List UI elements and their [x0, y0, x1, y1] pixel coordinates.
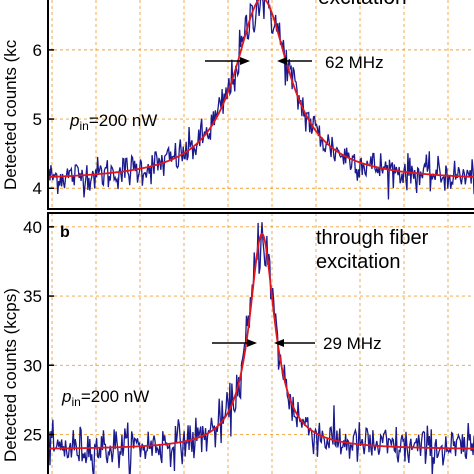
panel-b-linewidth-arrows — [212, 339, 315, 347]
panel-a-linewidth-label: 62 MHz — [325, 53, 384, 72]
panel-b-fit-curve — [48, 232, 474, 450]
panel-b-power-value: =200 nW — [81, 387, 150, 406]
panel-b-y-ticks: 25 30 35 40 — [23, 218, 54, 444]
panel-b-ytick-label-3: 40 — [23, 218, 42, 237]
panel-a-ytick-label-2: 6 — [33, 41, 42, 60]
panel-a-ylabel: Detected counts (kc — [1, 39, 20, 190]
panel-a-frame — [47, 0, 474, 210]
panel-b-plot-area — [48, 222, 474, 474]
panel-a-linewidth-arrows — [205, 57, 312, 65]
panel-b-ytick-label-2: 35 — [23, 287, 42, 306]
panel-b: 25 30 35 40 b through fiber excitation 29 M… — [1, 212, 474, 474]
panel-a-measured-trace — [48, 0, 474, 200]
panel-b-title-line1: through fiber — [316, 227, 429, 249]
panel-a-power-symbol: p — [69, 111, 79, 130]
panel-b-title-line2: excitation — [316, 251, 401, 273]
panel-a-power-value: =200 nW — [89, 111, 158, 130]
panel-b-grid — [48, 213, 474, 474]
panel-a-y-ticks: 4 5 6 — [33, 41, 54, 198]
panel-b-ytick-label-0: 25 — [23, 425, 42, 444]
panel-b-frame — [47, 212, 474, 474]
panel-b-power-subscript: in — [71, 395, 80, 409]
panel-a-title-fragment: excitation — [318, 0, 407, 9]
panel-b-linewidth-label: 29 MHz — [323, 334, 382, 353]
panel-b-ytick-label-1: 30 — [23, 356, 42, 375]
panel-a-ytick-label-1: 5 — [33, 110, 42, 129]
panel-b-power-label: pin=200 nW — [61, 387, 149, 409]
panel-b-measured-trace — [48, 222, 474, 474]
panel-a-fit-curve — [48, 0, 474, 178]
panel-a-power-label: pin=200 nW — [69, 111, 157, 133]
panel-a: 4 5 6 excitation 62 MHz pin=200 nW Detecte… — [1, 0, 474, 210]
panel-b-power-symbol: p — [61, 387, 71, 406]
panel-b-label: b — [60, 224, 70, 241]
panel-a-ytick-label-0: 4 — [33, 179, 42, 198]
panel-b-ylabel: Detected counts (kcps) — [1, 288, 20, 462]
panel-a-power-subscript: in — [79, 119, 88, 133]
panel-a-plot-area — [48, 0, 474, 200]
